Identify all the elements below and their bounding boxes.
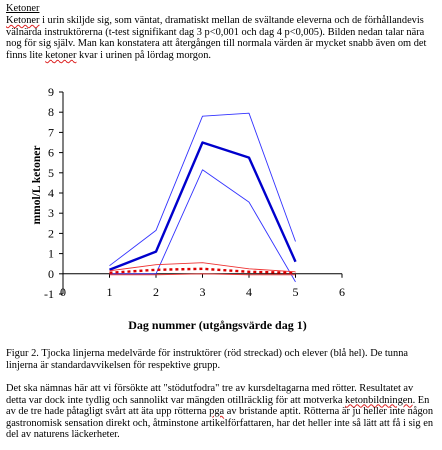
intro-text-end: kvar i urinen på lördag morgon. <box>76 49 211 61</box>
y-tick-label: 6 <box>48 146 54 160</box>
y-tick-label: 2 <box>48 226 54 240</box>
y-tick-label: 0 <box>48 267 54 281</box>
term-ketoner: Ketoner <box>6 15 40 26</box>
figure-caption: Figur 2. Tjocka linjerna medelvärde för … <box>6 348 409 371</box>
series-line-3 <box>109 169 296 283</box>
term-ketoner-2: ketoner <box>45 49 77 61</box>
x-tick-label: 0 <box>60 285 66 299</box>
y-tick-label: 7 <box>48 125 54 139</box>
x-tick-label: 4 <box>246 285 252 299</box>
ketone-line-chart: -1 0 1 2 3 4 5 6 7 8 9 0 1 2 3 4 5 6 mmol/L ketoner Dag num… <box>31 85 345 332</box>
y-tick-label: 4 <box>48 186 54 200</box>
series-line-6 <box>109 273 296 276</box>
x-tick-label: 1 <box>107 285 113 299</box>
y-tick-label: 9 <box>48 85 54 99</box>
y-tick-label: 1 <box>48 247 54 261</box>
intro-text: i urin skiljde sig, som väntat, dramatis… <box>6 15 427 61</box>
chart-container: -1 0 1 2 3 4 5 6 7 8 9 0 1 2 3 4 5 6 mmol/L ketoner Dag num… <box>0 80 442 342</box>
x-axis-title: Dag nummer (utgångsvärde dag 1) <box>128 318 306 332</box>
x-tick-label: 6 <box>339 285 345 299</box>
intro-paragraph: Ketoner i urin skiljde sig, som väntat, … <box>6 15 436 61</box>
term-ketonbildningen: ketonbildningen <box>345 394 413 406</box>
x-tick-label: 5 <box>293 285 299 299</box>
y-axis-title: mmol/L ketoner <box>31 146 43 225</box>
y-tick-label: -1 <box>44 287 54 301</box>
closing-paragraph: Det ska nämnas här att vi försökte att "… <box>6 383 436 441</box>
series-line-4 <box>109 267 296 274</box>
series-line-2 <box>109 112 296 267</box>
term-pga: pga <box>209 406 225 418</box>
closing-text-1: Det ska nämnas här att vi försökte att "… <box>6 383 414 406</box>
series-line-1 <box>109 141 297 271</box>
section-heading: Ketoner <box>6 3 40 14</box>
x-tick-label: 2 <box>153 285 159 299</box>
series-line-5 <box>109 262 296 273</box>
x-tick-label: 3 <box>200 285 206 299</box>
y-tick-label: 3 <box>48 206 54 220</box>
closing-text-2: . En av de tre hade påtagligt svårt att … <box>6 394 430 418</box>
y-tick-label: 5 <box>48 166 54 180</box>
closing-text-3: av bristande aptit. Rötterna är ju helle… <box>6 406 434 441</box>
y-tick-label: 8 <box>48 105 54 119</box>
